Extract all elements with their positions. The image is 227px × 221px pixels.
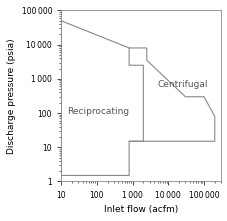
Y-axis label: Discharge pressure (psia): Discharge pressure (psia) [7, 38, 16, 154]
X-axis label: Inlet flow (acfm): Inlet flow (acfm) [104, 205, 178, 214]
Text: Reciprocating: Reciprocating [67, 107, 129, 116]
Text: Centrifugal: Centrifugal [157, 80, 207, 89]
